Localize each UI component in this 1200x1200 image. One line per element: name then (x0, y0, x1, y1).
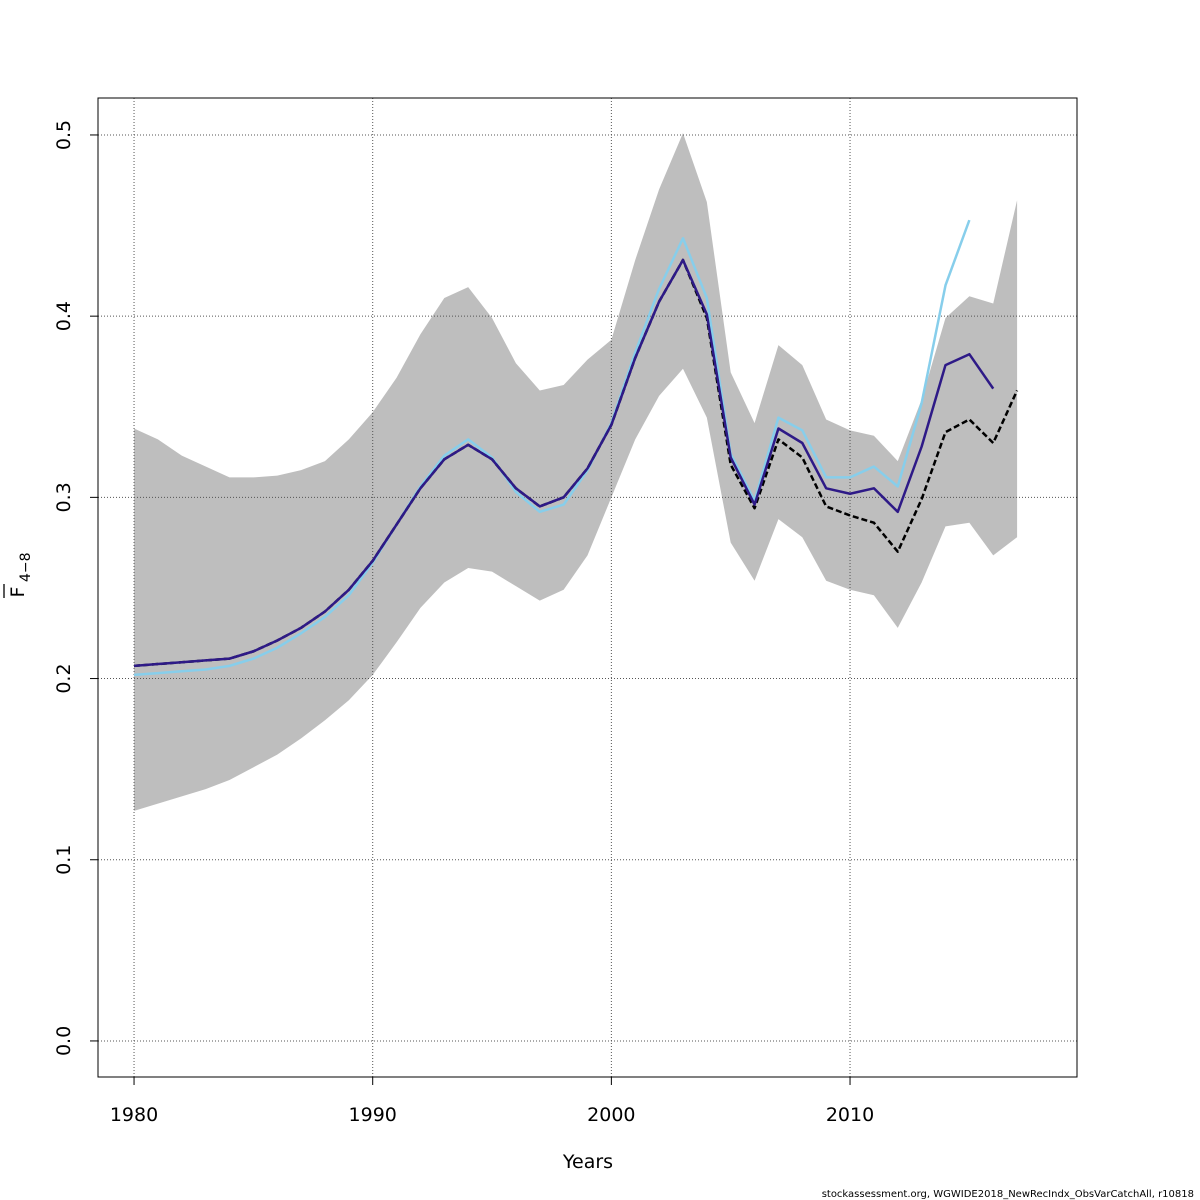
x-axis-label: Years (562, 1151, 613, 1173)
x-tick-label: 2000 (587, 1104, 635, 1126)
y-tick-label: 0.1 (53, 845, 75, 875)
y-tick-label: 0.2 (53, 663, 75, 693)
x-tick-label: 1990 (349, 1104, 397, 1126)
footnote: stockassessment.org, WGWIDE2018_NewRecIn… (822, 1189, 1194, 1200)
x-tick-label: 2010 (826, 1104, 874, 1126)
x-tick-label: 1980 (110, 1104, 158, 1126)
series-line (133, 219, 971, 677)
y-axis-label: F (7, 587, 29, 598)
y-axis-label-subscript: 4−8 (18, 552, 34, 582)
y-axis-label-group: F 4−8 (3, 552, 34, 598)
y-tick-label: 0.4 (53, 301, 75, 331)
y-tick-label: 0.0 (53, 1026, 75, 1056)
confidence-band (134, 133, 1018, 811)
y-tick-label: 0.5 (53, 120, 75, 150)
y-tick-label: 0.3 (53, 482, 75, 512)
series-line (133, 258, 995, 668)
plot-frame (97, 97, 1078, 1078)
